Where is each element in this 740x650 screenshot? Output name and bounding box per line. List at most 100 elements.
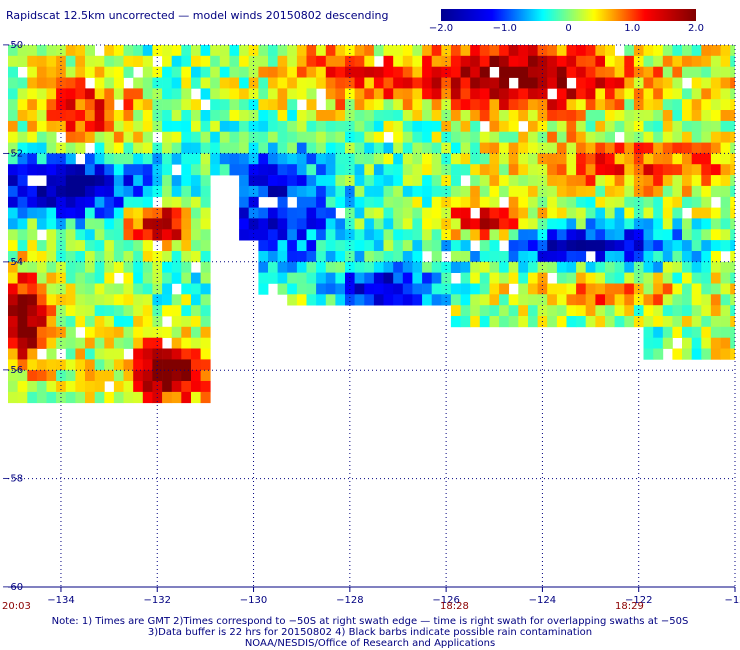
heatmap-cell	[710, 45, 721, 57]
heatmap-cell	[633, 45, 644, 57]
heatmap-cell	[104, 359, 115, 371]
heatmap-cell	[191, 316, 201, 328]
heatmap-cell	[248, 120, 259, 133]
heatmap-cell	[441, 153, 452, 165]
heatmap-cell	[85, 66, 95, 78]
heatmap-cell	[364, 196, 375, 208]
heatmap-cell	[653, 175, 664, 187]
heatmap-cell	[258, 283, 269, 295]
heatmap-cell	[123, 359, 134, 371]
heatmap-cell	[489, 305, 500, 317]
heatmap-cell	[528, 55, 538, 67]
heatmap-cell	[576, 261, 587, 273]
heatmap-cell	[75, 142, 86, 154]
heatmap-cell	[335, 185, 346, 198]
heatmap-cell	[181, 283, 192, 295]
heatmap-cell	[152, 261, 163, 273]
heatmap-cell	[162, 77, 173, 89]
heatmap-cell	[547, 99, 558, 111]
heatmap-cell	[431, 55, 442, 67]
footer-note-line1: Note: 1) Times are GMT 2)Times correspon…	[51, 616, 689, 627]
heatmap-cell	[17, 45, 28, 57]
heatmap-cell	[556, 294, 567, 306]
heatmap-cell	[181, 120, 192, 133]
heatmap-cell	[441, 196, 452, 208]
heatmap-cell	[123, 45, 134, 57]
heatmap-cell	[605, 283, 615, 295]
heatmap-cell	[133, 164, 144, 176]
heatmap-cell	[210, 45, 221, 57]
heatmap-cell	[8, 196, 18, 208]
heatmap-cell	[36, 185, 47, 198]
heatmap-cell	[94, 326, 105, 338]
heatmap-cell	[633, 251, 644, 263]
heatmap-cell	[210, 142, 221, 154]
heatmap-cell	[479, 229, 490, 241]
heatmap-cell	[576, 218, 587, 230]
heatmap-cell	[701, 337, 712, 349]
heatmap-cell	[566, 175, 577, 187]
heatmap-cell	[36, 359, 47, 371]
heatmap-cell	[450, 88, 461, 100]
heatmap-cell	[104, 110, 115, 122]
heatmap-cell	[450, 294, 461, 306]
heatmap-cell	[653, 45, 664, 57]
heatmap-cell	[94, 120, 105, 133]
heatmap-cell	[672, 77, 683, 89]
heatmap-cell	[422, 185, 433, 198]
heatmap-cell	[479, 99, 490, 111]
heatmap-cell	[566, 196, 577, 208]
heatmap-cell	[17, 218, 28, 230]
heatmap-cell	[672, 120, 683, 133]
heatmap-cell	[460, 316, 471, 328]
heatmap-cell	[229, 120, 240, 133]
heatmap-cell	[682, 175, 692, 187]
heatmap-cell	[123, 370, 134, 382]
heatmap-cell	[248, 153, 259, 165]
heatmap-cell	[585, 55, 596, 67]
heatmap-cell	[8, 370, 18, 382]
heatmap-cell	[181, 218, 192, 230]
heatmap-cell	[566, 99, 577, 111]
heatmap-cell	[556, 110, 567, 122]
heatmap-cell	[152, 110, 163, 122]
heatmap-cell	[325, 207, 336, 219]
colorbar-tick-label: −1.0	[493, 23, 517, 34]
heatmap-cell	[123, 66, 134, 78]
heatmap-cell	[518, 45, 529, 57]
heatmap-cell	[345, 153, 355, 165]
heatmap-cell	[85, 283, 95, 295]
heatmap-cell	[104, 99, 115, 111]
heatmap-cell	[566, 218, 577, 230]
heatmap-cell	[595, 120, 606, 133]
heatmap-cell	[94, 153, 105, 165]
heatmap-cell	[46, 196, 57, 208]
heatmap-cell	[268, 261, 278, 273]
heatmap-cell	[393, 251, 404, 263]
heatmap-cell	[470, 272, 481, 284]
heatmap-cell	[191, 77, 201, 89]
heatmap-cell	[431, 251, 442, 263]
heatmap-cell	[56, 261, 67, 273]
heatmap-cell	[17, 294, 28, 306]
heatmap-cell	[528, 164, 538, 176]
heatmap-cell	[162, 207, 173, 219]
heatmap-cell	[46, 45, 57, 57]
heatmap-cell	[17, 391, 28, 404]
heatmap-cell	[287, 294, 298, 306]
heatmap-cell	[662, 326, 673, 338]
heatmap-cell	[662, 272, 673, 284]
heatmap-cell	[239, 55, 250, 67]
heatmap-cell	[556, 77, 567, 89]
heatmap-cell	[113, 45, 124, 57]
heatmap-cell	[537, 272, 548, 284]
heatmap-cell	[373, 77, 384, 89]
heatmap-cell	[133, 99, 144, 111]
heatmap-cell	[65, 337, 76, 349]
heatmap-cell	[633, 218, 644, 230]
heatmap-cell	[614, 218, 625, 230]
heatmap-cell	[46, 153, 57, 165]
heatmap-cell	[662, 99, 673, 111]
heatmap-cell	[229, 55, 240, 67]
heatmap-cell	[605, 88, 615, 100]
